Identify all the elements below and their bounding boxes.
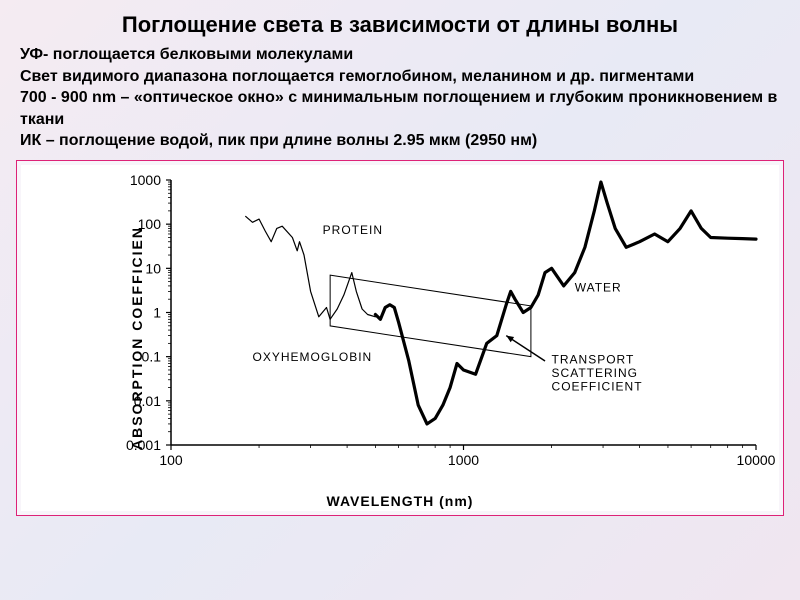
chart-frame: ABSORPTION COEFFICIEN 0.0010.010.1110100… xyxy=(16,160,784,516)
note-line: 700 - 900 nm – «оптическое окно» с миним… xyxy=(20,87,780,130)
svg-text:OXYHEMOGLOBIN: OXYHEMOGLOBIN xyxy=(253,350,373,364)
note-line: Свет видимого диапазона поглощается гемо… xyxy=(20,66,780,88)
svg-text:TRANSPORT: TRANSPORT xyxy=(552,352,635,366)
svg-text:1: 1 xyxy=(153,304,161,320)
svg-text:SCATTERING: SCATTERING xyxy=(552,366,638,380)
notes-block: УФ- поглощается белковыми молекулами Све… xyxy=(0,44,800,160)
page-title: Поглощение света в зависимости от длины … xyxy=(0,0,800,44)
note-line: УФ- поглощается белковыми молекулами xyxy=(20,44,780,66)
chart: ABSORPTION COEFFICIEN 0.0010.010.1110100… xyxy=(21,165,779,511)
svg-text:WATER: WATER xyxy=(575,280,622,294)
svg-text:10000: 10000 xyxy=(737,452,776,468)
note-line: ИК – поглощение водой, пик при длине вол… xyxy=(20,130,780,152)
svg-text:PROTEIN: PROTEIN xyxy=(323,223,383,237)
svg-text:1000: 1000 xyxy=(130,172,161,188)
svg-text:COEFFICIENT: COEFFICIENT xyxy=(552,380,643,394)
svg-text:10: 10 xyxy=(145,260,161,276)
svg-text:100: 100 xyxy=(159,452,183,468)
svg-text:1000: 1000 xyxy=(448,452,479,468)
y-axis-label: ABSORPTION COEFFICIEN xyxy=(129,226,145,450)
x-axis-label: WAVELENGTH (nm) xyxy=(21,493,779,509)
